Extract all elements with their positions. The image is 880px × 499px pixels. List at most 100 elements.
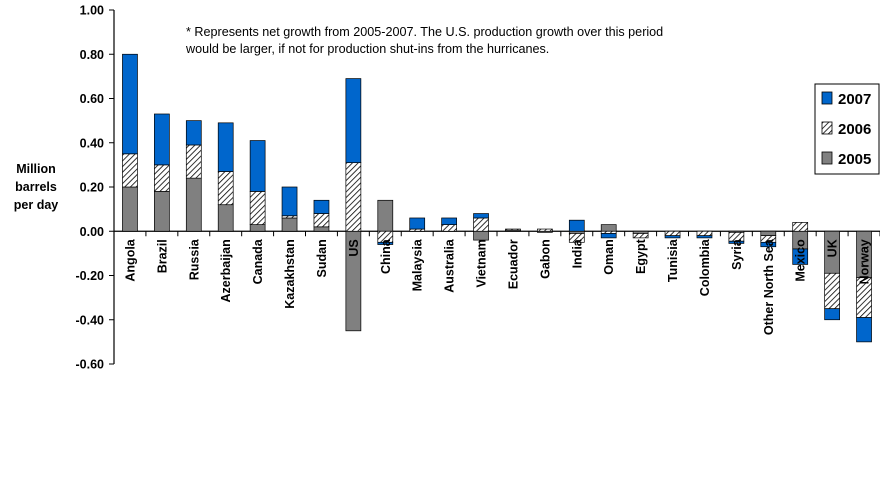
x-tick-label: Gabon bbox=[538, 239, 552, 279]
bar-segment-2005 bbox=[249, 224, 266, 232]
x-tick-label: Canada bbox=[251, 238, 265, 284]
x-tick-labels: Angola Brazil Russia Azerbaijan Canada Kazakh… bbox=[123, 238, 871, 335]
x-tick-label: Brazil bbox=[155, 239, 169, 273]
bar-segment-2005 bbox=[473, 230, 489, 241]
bar-segment-2006 bbox=[185, 144, 202, 179]
bar-group bbox=[185, 120, 202, 232]
bar-segment-2007 bbox=[760, 241, 777, 248]
x-tick-label: Vietnam bbox=[475, 239, 489, 287]
x-tick-label: Syria bbox=[730, 238, 744, 270]
bar-groups bbox=[122, 53, 872, 343]
bar-group bbox=[441, 217, 457, 232]
y-axis-title-line: barrels bbox=[15, 180, 57, 194]
bar-group bbox=[824, 230, 840, 321]
bar-segment-2007 bbox=[122, 53, 138, 155]
bar-segment-2007 bbox=[281, 186, 298, 217]
bar-segment-2007 bbox=[473, 213, 489, 219]
x-tick-label: China bbox=[379, 238, 393, 274]
x-tick-label: Azerbaijan bbox=[219, 239, 233, 302]
bar-segment-2005 bbox=[154, 191, 170, 232]
bar-segment-2005 bbox=[760, 230, 777, 237]
y-tick-label: -0.40 bbox=[76, 313, 105, 327]
bar-segment-2007 bbox=[185, 120, 202, 146]
legend-label: 2005 bbox=[838, 151, 871, 168]
bar-segment-2007 bbox=[792, 248, 809, 265]
bar-group bbox=[664, 230, 681, 239]
y-tick-label: 0.00 bbox=[80, 225, 104, 239]
x-tick-label: Australia bbox=[443, 238, 457, 293]
y-tick-label: 1.00 bbox=[80, 4, 104, 18]
bar-segment-2007 bbox=[409, 217, 426, 230]
bar-group bbox=[377, 199, 394, 245]
bar-segment-2006 bbox=[632, 233, 649, 239]
x-tick-label: Sudan bbox=[315, 239, 329, 277]
bar-group bbox=[345, 78, 362, 332]
x-tick-label: UK bbox=[826, 239, 840, 257]
bar-group bbox=[856, 230, 872, 343]
chart-note-line: would be larger, if not for production s… bbox=[186, 42, 550, 56]
bar-segment-2005 bbox=[122, 186, 138, 232]
bar-segment-2007 bbox=[154, 113, 170, 166]
bar-segment-2007 bbox=[856, 317, 872, 343]
bar-segment-2006 bbox=[824, 272, 840, 310]
bar-segment-2006 bbox=[505, 228, 521, 231]
bar-segment-2007 bbox=[313, 199, 330, 214]
bar-group bbox=[154, 113, 170, 232]
bar-segment-2005 bbox=[377, 199, 394, 232]
bar-segment-2005 bbox=[185, 177, 202, 232]
x-tick-label: Ecuador bbox=[506, 239, 520, 289]
bar-group bbox=[122, 53, 138, 232]
x-tick-label: Tunisia bbox=[666, 238, 680, 282]
x-tick-label: US bbox=[347, 239, 361, 256]
bar-group bbox=[568, 219, 585, 243]
legend-swatch bbox=[821, 91, 833, 105]
x-tick-label: Oman bbox=[602, 239, 616, 274]
bar-group bbox=[760, 230, 777, 248]
bar-segment-2005 bbox=[600, 224, 617, 232]
y-axis-title-line: per day bbox=[13, 198, 59, 212]
bar-segment-2007 bbox=[217, 122, 234, 172]
x-tick-label: Malaysia bbox=[411, 238, 425, 291]
x-tick-label: Colombia bbox=[698, 238, 712, 296]
bar-segment-2006 bbox=[696, 230, 713, 237]
x-tick-label: Mexico bbox=[794, 239, 808, 282]
bar-segment-2007 bbox=[441, 217, 457, 225]
y-tick-label: 0.20 bbox=[80, 181, 104, 195]
y-tick-label: 0.40 bbox=[80, 136, 104, 150]
bar-segment-2007 bbox=[824, 308, 840, 321]
bar-segment-2006 bbox=[664, 230, 681, 237]
bar-segment-2006 bbox=[441, 224, 457, 232]
x-tick-label: Angola bbox=[123, 238, 137, 281]
bar-group bbox=[728, 230, 745, 244]
legend: 2007 2006 2005 bbox=[814, 83, 880, 175]
bar-segment-2006 bbox=[568, 233, 585, 243]
legend-swatch bbox=[821, 151, 833, 165]
y-axis-title-line: Million bbox=[16, 162, 56, 176]
bar-group bbox=[281, 186, 298, 232]
legend-label: 2006 bbox=[838, 121, 871, 138]
bar-segment-2006 bbox=[122, 153, 138, 188]
x-tick-label: Other North Sea bbox=[762, 238, 776, 335]
bar-segment-2007 bbox=[377, 241, 394, 245]
bar-group bbox=[505, 228, 521, 232]
y-tick-label: -0.60 bbox=[76, 358, 105, 372]
bar-segment-2007 bbox=[345, 78, 362, 164]
bar-segment-2005 bbox=[313, 226, 330, 232]
bar-segment-2007 bbox=[600, 233, 617, 239]
bar-segment-2007 bbox=[664, 235, 681, 239]
bar-group bbox=[409, 217, 426, 232]
legend-label: 2007 bbox=[838, 91, 871, 108]
bar-segment-2005 bbox=[281, 217, 298, 232]
bar-group bbox=[249, 140, 266, 232]
x-tick-label: India bbox=[570, 238, 584, 268]
bar-segment-2006 bbox=[792, 222, 809, 232]
bar-segment-2006 bbox=[249, 191, 266, 225]
y-tick-label: -0.20 bbox=[76, 269, 105, 283]
bar-group bbox=[537, 228, 553, 233]
bar-group bbox=[473, 213, 489, 241]
legend-swatch bbox=[821, 121, 833, 135]
bar-segment-2006 bbox=[154, 164, 170, 192]
chart-note-line: * Represents net growth from 2005-2007. … bbox=[186, 25, 664, 39]
bar-segment-2007 bbox=[249, 140, 266, 192]
